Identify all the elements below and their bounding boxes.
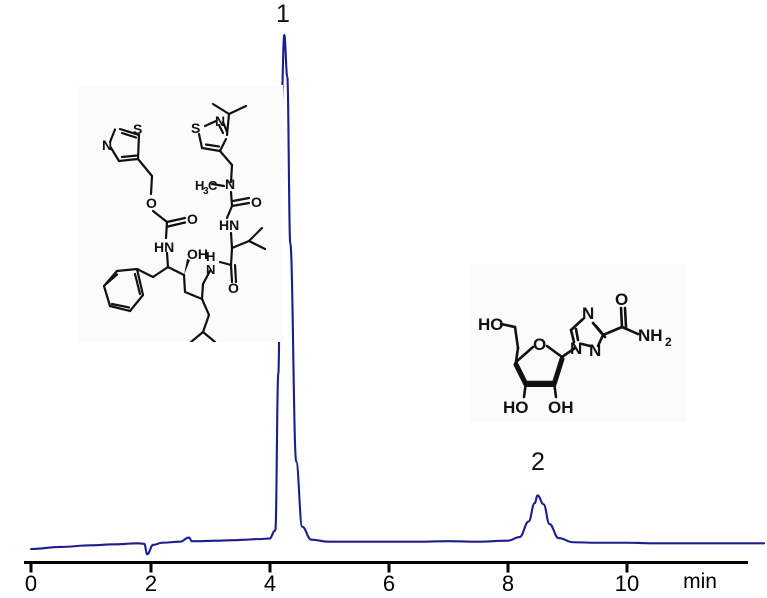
atom-label-H3C-sub: 3 bbox=[203, 186, 209, 197]
ribavirin-structure-drawing: HO O N N N O NH 2 HO OH bbox=[478, 290, 672, 417]
atom-label-C: C bbox=[208, 178, 218, 193]
peak-label-2: 2 bbox=[531, 448, 545, 476]
x-axis-unit-label: min bbox=[683, 570, 717, 593]
atom-label-HO-primary: HO bbox=[478, 315, 504, 334]
x-axis-tick-label-2: 2 bbox=[144, 571, 158, 596]
atom-label-HO-3prime: HO bbox=[503, 398, 529, 417]
atom-label-N2: N bbox=[215, 113, 225, 129]
atom-label-O-urea: O bbox=[251, 194, 262, 210]
atom-label-N1: N bbox=[570, 339, 582, 358]
atom-label-O-amide: O bbox=[615, 290, 628, 309]
atom-label-OH: OH bbox=[187, 246, 208, 262]
x-axis-tick-label-0: 0 bbox=[24, 571, 38, 596]
atom-label-HN2: HN bbox=[154, 239, 174, 255]
atom-label-O-ring: O bbox=[533, 335, 546, 354]
x-axis-tick-label-4: 4 bbox=[263, 571, 277, 596]
atom-label-O-ester: O bbox=[146, 195, 157, 211]
ritonavir-structure-drawing: N S S N H 3 C N O HN O O HN OH H N O bbox=[102, 102, 267, 342]
atom-label-O-carbamate: O bbox=[187, 211, 198, 227]
atom-label-N4: N bbox=[582, 304, 594, 323]
x-axis bbox=[24, 561, 748, 573]
atom-label-N3: N bbox=[225, 176, 235, 192]
atom-label-N: N bbox=[102, 137, 112, 153]
atom-label-NH2: NH bbox=[638, 326, 663, 345]
x-axis-tick-label-6: 6 bbox=[382, 571, 396, 596]
atom-label-N2: N bbox=[589, 341, 601, 360]
atom-label-HN: HN bbox=[219, 217, 239, 233]
x-axis-tick-label-10: 10 bbox=[614, 571, 640, 596]
atom-label-H3C: H bbox=[195, 178, 204, 193]
x-axis-tick-label-8: 8 bbox=[501, 571, 515, 596]
atom-label-NH2-sub: 2 bbox=[665, 335, 672, 349]
atom-label-S2: S bbox=[191, 120, 200, 136]
atom-label-OH-2prime: OH bbox=[548, 398, 574, 417]
atom-label-S: S bbox=[133, 121, 142, 137]
atom-label-N-amide: N bbox=[206, 262, 215, 277]
chromatogram-trace bbox=[29, 33, 766, 556]
x-axis-ticks bbox=[29, 562, 629, 573]
atom-label-O-amide: O bbox=[228, 280, 239, 296]
structure-inset-ritonavir: N S S N H 3 C N O HN O O HN OH H N O bbox=[79, 85, 283, 342]
atom-label-H-amide: H bbox=[206, 249, 215, 264]
structure-inset-ribavirin: HO O N N N O NH 2 HO OH bbox=[470, 264, 686, 422]
peak-label-1: 1 bbox=[276, 0, 290, 28]
